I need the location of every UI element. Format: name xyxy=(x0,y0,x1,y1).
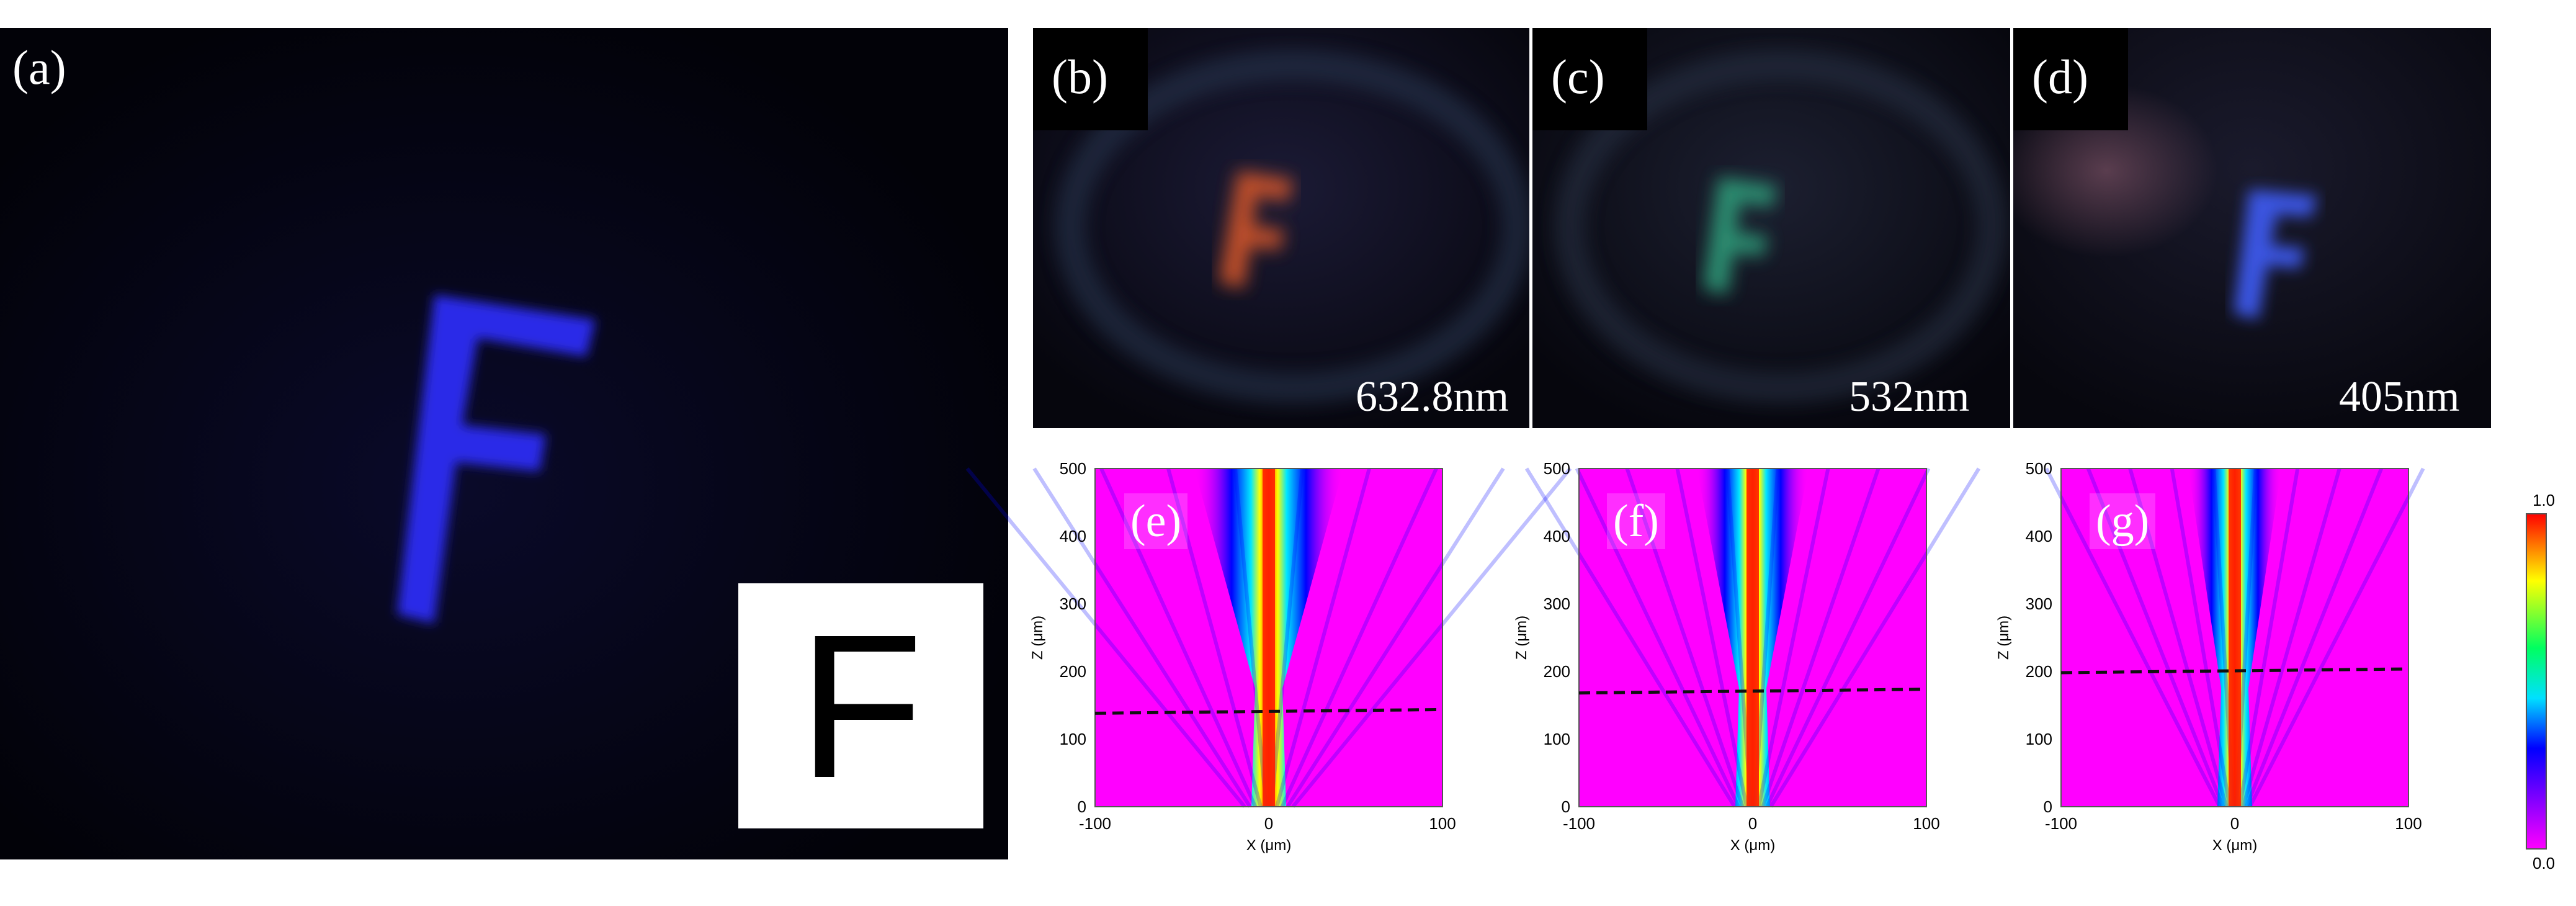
captured-f-shape-c xyxy=(1703,177,1778,295)
plot-e-x-tick-label: 100 xyxy=(1429,814,1456,833)
plot-g-core xyxy=(2229,469,2241,807)
plot-g-focal-line xyxy=(2060,667,2409,675)
plot-g-ray xyxy=(2238,468,2300,807)
panel-label-g: (g) xyxy=(2090,493,2156,549)
plot-e-xlabel: X (μm) xyxy=(1246,837,1291,854)
plot-f-ray xyxy=(1761,468,1881,807)
plot-g-x-tick-label: 0 xyxy=(2230,814,2239,833)
plot-e-ray xyxy=(1275,468,1371,807)
plot-f-ray xyxy=(1764,467,1931,808)
plot-f-y-tick-label: 0 xyxy=(1562,797,1570,816)
plot-f-y-tick-label: 200 xyxy=(1544,662,1570,681)
plot-g-ray xyxy=(2128,468,2229,807)
plot-f-ray xyxy=(1675,468,1749,807)
captured-f-shape-d xyxy=(2234,189,2317,320)
plot-e-core xyxy=(1263,469,1275,807)
plot-e-x-tick-label: 0 xyxy=(1264,814,1273,833)
plot-f-ray xyxy=(1524,467,1737,808)
plot-f-ray xyxy=(1769,467,1981,808)
panel-label-b: (b) xyxy=(1052,50,1108,104)
plot-g-ray xyxy=(2044,467,2222,808)
plot-e-y-tick-label: 400 xyxy=(1060,527,1086,545)
plot-f-frame xyxy=(1578,468,1927,807)
plot-f-y-tick-label: 500 xyxy=(1544,459,1570,478)
panel-a-photo: (a) F xyxy=(0,28,1008,859)
plot-g-y-tick-label: 500 xyxy=(2026,459,2052,478)
plot-f-ylabel: Z (μm) xyxy=(1513,616,1530,660)
plot-e-x-tick-label: -100 xyxy=(1079,814,1111,833)
panel-c-photo: (c) 532nm xyxy=(1532,28,2010,428)
plot-e-y-tick-label: 300 xyxy=(1060,594,1086,613)
plot-e-ray xyxy=(1291,467,1572,808)
panel-label-e: (e) xyxy=(1124,493,1188,549)
plot-e-ray xyxy=(965,467,1246,808)
plot-e-frame xyxy=(1094,468,1443,807)
plot-e-ray xyxy=(1286,467,1505,808)
wavelength-label-d: 405nm xyxy=(2339,373,2460,421)
plot-f-core xyxy=(1746,469,1759,807)
plot-e-y-tick-label: 500 xyxy=(1060,459,1086,478)
colorbar-max-label: 1.0 xyxy=(2533,491,2555,509)
plot-f-x-tick-label: 100 xyxy=(1913,814,1939,833)
plot-g-x-tick-label: 100 xyxy=(2395,814,2422,833)
plot-f-ray xyxy=(1756,468,1830,807)
plot-f-focal-line xyxy=(1578,688,1927,695)
inset-letter: F xyxy=(798,591,924,820)
plot-g-xlabel: X (μm) xyxy=(2212,837,2257,854)
panel-label-d: (d) xyxy=(2032,50,2088,104)
plot-e-ray xyxy=(1032,467,1252,808)
plot-e-focal-line xyxy=(1094,707,1443,715)
plot-g-y-tick-label: 0 xyxy=(2044,797,2052,816)
inset-letter-box: F xyxy=(738,583,983,828)
plot-e-y-tick-label: 100 xyxy=(1060,730,1086,748)
plot-g-frame xyxy=(2060,468,2409,807)
plot-g-ray xyxy=(2248,467,2425,808)
colorbar-min-label: 0.0 xyxy=(2533,854,2555,872)
plot-f-ray xyxy=(1625,468,1745,807)
plot-g-ray xyxy=(2241,468,2341,807)
plot-g-x-tick-label: -100 xyxy=(2045,814,2077,833)
plot-g-y-tick-label: 100 xyxy=(2026,730,2052,748)
plot-e-ray xyxy=(1280,467,1438,808)
plot-e-y-tick-label: 0 xyxy=(1078,797,1086,816)
plot-e-ylabel: Z (μm) xyxy=(1029,616,1046,660)
plot-e-ray xyxy=(1233,468,1268,807)
plot-f-x-tick-label: -100 xyxy=(1563,814,1595,833)
panel-label-a: (a) xyxy=(12,40,66,94)
wavelength-label-b: 632.8nm xyxy=(1356,373,1509,421)
captured-f-shape-a xyxy=(397,295,596,624)
plot-g-ylabel: Z (μm) xyxy=(1995,616,2012,660)
plot-f-y-tick-label: 100 xyxy=(1544,730,1570,748)
plot-g-ray xyxy=(2245,467,2384,808)
plot-f-y-tick-label: 300 xyxy=(1544,594,1570,613)
captured-f-shape-b xyxy=(1219,171,1294,289)
colorbar-bar xyxy=(2526,513,2547,850)
plot-f-ray xyxy=(1575,467,1741,808)
panel-label-f: (f) xyxy=(1607,493,1665,549)
plot-g-y-tick-label: 400 xyxy=(2026,527,2052,545)
plot-f-xlabel: X (μm) xyxy=(1730,837,1775,854)
plot-g-y-tick-label: 300 xyxy=(2026,594,2052,613)
plot-f-x-tick-label: 0 xyxy=(1748,814,1757,833)
plot-e-y-tick-label: 200 xyxy=(1060,662,1086,681)
plot-e-ray xyxy=(1269,468,1304,807)
plot-e-ray xyxy=(1166,468,1263,807)
colorbar: 1.0 0.0 xyxy=(2526,491,2555,872)
panel-label-c: (c) xyxy=(1551,50,1605,104)
plot-f-y-tick-label: 400 xyxy=(1544,527,1570,545)
plot-e-ray xyxy=(1099,467,1258,808)
plot-g-ray xyxy=(2086,467,2225,808)
panel-d-photo: (d) 405nm xyxy=(2013,28,2491,428)
wavelength-label-c: 532nm xyxy=(1849,373,1970,421)
plot-g-ray xyxy=(2170,468,2232,807)
panel-b-photo: (b) 632.8nm xyxy=(1033,28,1529,428)
plot-g-y-tick-label: 200 xyxy=(2026,662,2052,681)
